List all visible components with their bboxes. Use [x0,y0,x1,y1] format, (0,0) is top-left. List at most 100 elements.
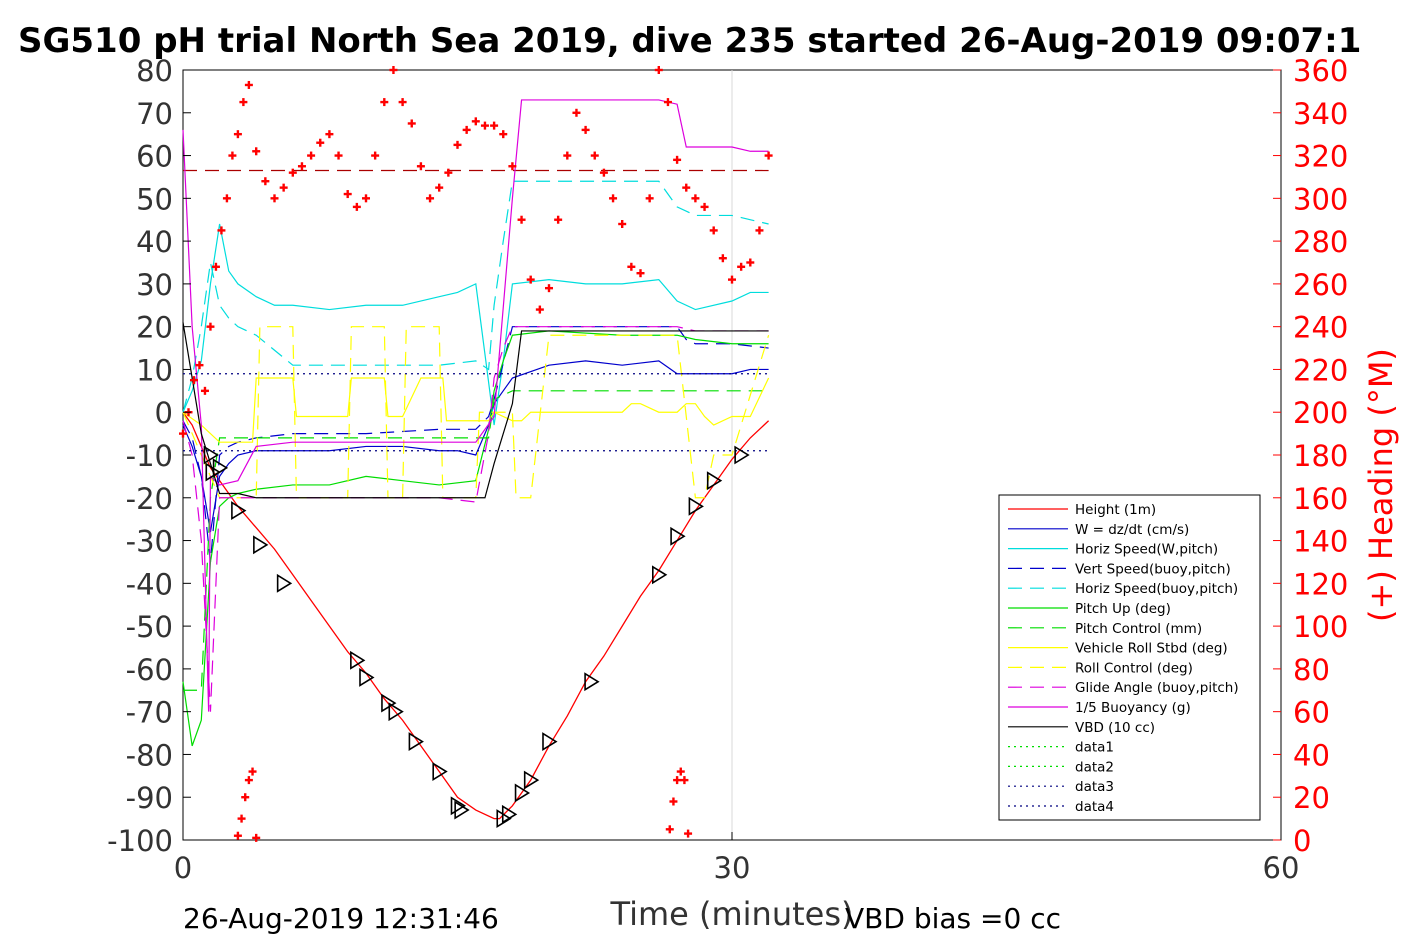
heading-marker [288,168,297,177]
time-marker [584,672,600,692]
heading-marker [407,119,416,128]
time-marker [432,762,448,781]
heading-marker [627,262,636,271]
y-tick-label: 40 [136,225,173,259]
y-right-tick-label: 160 [1293,482,1348,516]
time-marker [523,770,540,790]
heading-marker [233,831,242,840]
legend-label: Horiz Speed(W,pitch) [1075,542,1218,558]
time-marker [450,796,467,816]
legend-label: Horiz Speed(buoy,pitch) [1075,581,1238,597]
y-right-tick-label: 120 [1293,567,1348,601]
time-marker [381,693,397,713]
heading-marker [426,194,435,203]
series-roll-control-deg [182,326,770,499]
y-tick-label: -100 [107,824,173,858]
legend-label: Glide Angle (buoy,pitch) [1075,680,1239,696]
series-horiz-speed-buoy-pitch [182,180,769,413]
y-right-tick-label: 340 [1293,97,1348,131]
heading-marker [680,776,689,785]
heading-marker [343,190,352,199]
legend: Height (1m) W = dz/dt (cm/s) Horiz Speed(W… [998,494,1261,821]
time-marker [212,458,229,478]
time-marker [203,445,219,465]
series-vert-speed-buoy-pitch [182,326,769,563]
y-tick-label: -30 [126,525,173,559]
legend-label: Vehicle Roll Stbd (deg) [1075,641,1228,657]
heading-marker [206,322,215,331]
heading-marker [444,168,453,177]
heading-marker [189,376,198,385]
heading-marker [241,793,250,802]
y-tick-label: -70 [126,696,173,730]
y-right-tick-label: 300 [1293,182,1348,216]
x-tick-label: 60 [1263,851,1300,885]
heading-marker [669,797,678,806]
heading-marker [462,125,471,134]
heading-marker [535,305,544,314]
legend-label: Vert Speed(buoy,pitch) [1075,561,1231,577]
heading-marker [636,269,645,278]
heading-marker [691,194,700,203]
heading-marker [244,776,253,785]
heading-marker [279,183,288,192]
heading-marker [618,220,627,228]
heading-marker [380,98,389,107]
y-tick-label: -90 [126,781,173,815]
heading-marker [764,151,773,160]
x-axis-label: Time (minutes) [610,895,854,933]
heading-marker [581,125,590,134]
heading-marker [609,194,618,203]
y-right-tick-label: 200 [1293,396,1348,430]
heading-marker [676,767,685,776]
time-marker [231,501,247,521]
y-right-tick-label: 0 [1293,824,1311,858]
legend-label: Pitch Control (mm) [1075,621,1202,637]
legend-label: Height (1m) [1075,502,1156,518]
legend-label: W = dz/dt (cm/s) [1075,522,1189,538]
time-marker [408,732,424,752]
y-tick-label: -10 [126,439,173,473]
time-marker [670,526,686,546]
legend-label: data3 [1075,779,1114,795]
x-tick-label: 0 [174,851,192,885]
series-1-5-buoyancy-g [182,99,769,712]
series-vbd-10-cc [182,322,769,499]
heading-marker [709,226,718,235]
heading-marker [334,151,343,160]
heading-marker [645,194,654,203]
heading-marker [217,226,226,235]
y-right-tick-label: 260 [1293,268,1348,302]
time-marker [542,732,558,752]
axes: 80706050403020100-10-20-30-40-50-60-70-8… [107,54,1348,885]
heading-marker [252,833,261,842]
y-tick-label: 80 [136,54,173,88]
heading-marker [682,183,691,192]
heading-marker [480,121,489,130]
legend-label: data4 [1075,799,1114,815]
series-pitch-up-deg [182,330,769,747]
time-marker [688,496,704,516]
heading-marker [665,825,674,834]
heading-marker [684,829,693,838]
heading-marker [270,194,279,203]
time-marker [350,650,366,670]
y-tick-label: 0 [155,396,173,430]
heading-marker [663,98,672,107]
heading-marker [563,151,572,160]
heading-marker [416,162,425,171]
legend-label: Pitch Up (deg) [1075,601,1171,617]
heading-marker [554,215,563,224]
heading-marker [389,66,398,74]
footer-vbd-bias: VBD bias =0 cc [845,902,1061,935]
y-right-tick-label: 40 [1293,738,1330,772]
heading-marker [222,194,231,203]
legend-label: data2 [1075,759,1114,775]
heading-marker [737,262,746,271]
heading-marker [572,108,581,117]
time-marker [253,535,269,555]
heading-marker [179,429,187,438]
heading-marker [673,776,682,785]
heading-marker [352,202,361,211]
legend-label: data1 [1075,740,1114,756]
